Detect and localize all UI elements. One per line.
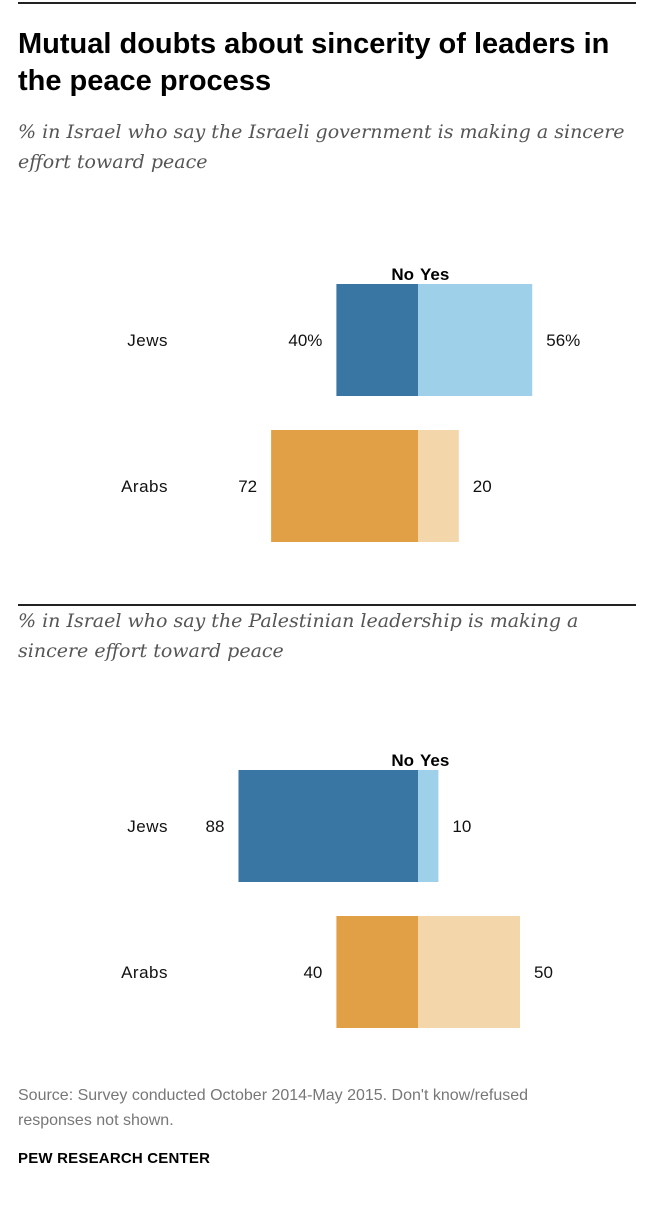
- chart2-plot: No Yes 88 10 Jews 40 50 Arabs: [121, 751, 553, 1028]
- chart2-subtitle: % in Israel who say the Palestinian lead…: [18, 610, 579, 662]
- chart2-label-arabs-yes: 50: [534, 963, 553, 982]
- brand-label: PEW RESEARCH CENTER: [18, 1150, 211, 1167]
- chart1-legend-no: No: [391, 265, 414, 284]
- chart2-category-jews: Jews: [127, 817, 168, 836]
- chart2-label-jews-yes: 10: [452, 817, 471, 836]
- chart2-bar-jews-no: [238, 770, 418, 882]
- chart1-label-arabs-yes: 20: [473, 477, 492, 496]
- chart2-bar-arabs-yes: [418, 916, 520, 1028]
- chart1-category-arabs: Arabs: [121, 477, 168, 496]
- chart2-category-arabs: Arabs: [121, 963, 168, 982]
- chart1-category-jews: Jews: [127, 331, 168, 350]
- chart2-label-jews-no: 88: [206, 817, 225, 836]
- chart2-legend-yes: Yes: [420, 751, 449, 770]
- source-note: Source: Survey conducted October 2014-Ma…: [18, 1087, 529, 1129]
- chart2-legend-no: No: [391, 751, 414, 770]
- chart1-bar-jews-yes: [418, 284, 533, 396]
- chart1-legend-yes: Yes: [420, 265, 449, 284]
- chart1-label-arabs-no: 72: [238, 477, 257, 496]
- chart1-bar-arabs-yes: [418, 430, 459, 542]
- chart1-bar-arabs-no: [271, 430, 418, 542]
- section-rule: [18, 604, 636, 606]
- chart2-bar-jews-yes: [418, 770, 439, 882]
- chart1-bar-jews-no: [336, 284, 418, 396]
- chart-title: Mutual doubts about sincerity of leaders…: [18, 28, 610, 97]
- chart1-plot: No Yes 40% 56% Jews 72 20 Arabs: [121, 265, 580, 542]
- chart1-label-jews-no: 40%: [288, 331, 322, 350]
- chart2-bar-arabs-no: [336, 916, 418, 1028]
- chart2-label-arabs-no: 40: [303, 963, 322, 982]
- top-rule: [18, 2, 636, 4]
- chart1-subtitle: % in Israel who say the Israeli governme…: [18, 121, 625, 173]
- chart1-label-jews-yes: 56%: [546, 331, 580, 350]
